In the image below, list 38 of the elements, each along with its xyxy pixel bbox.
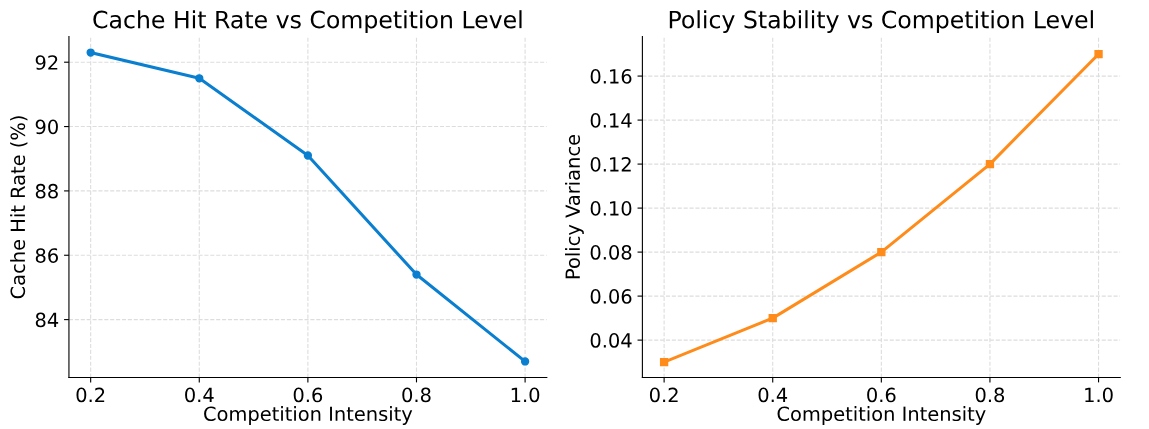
- x-tick-label: 0.8: [402, 387, 431, 403]
- point: [985, 159, 995, 169]
- point: [86, 48, 95, 57]
- y-tick-label: 92: [35, 55, 58, 70]
- y-tick-label: 0.06: [590, 289, 632, 304]
- y-axis-title: Policy Variance: [565, 134, 584, 279]
- x-tick-label: 0.2: [76, 387, 105, 403]
- y-tick-label: 90: [35, 119, 58, 135]
- point: [768, 313, 777, 323]
- y-tick-label: 0.16: [590, 69, 632, 84]
- y-tick-label: 86: [35, 248, 58, 263]
- y-tick-label: 0.10: [590, 201, 632, 216]
- point: [303, 151, 313, 160]
- x-tick-label: 0.2: [649, 387, 678, 403]
- point: [195, 74, 204, 83]
- y-tick-label: 0.14: [590, 113, 632, 128]
- x-tick-label: 1.0: [511, 387, 540, 403]
- x-tick-label: 0.6: [293, 387, 323, 403]
- chart-title: Policy Stability vs Competition Level: [669, 10, 1093, 34]
- x-tick-label: 1.0: [1085, 387, 1113, 403]
- point: [412, 270, 421, 279]
- y-tick-label: 0.08: [590, 245, 632, 260]
- point: [659, 357, 669, 367]
- y-tick-label: 88: [35, 183, 58, 199]
- point: [520, 357, 530, 366]
- y-tick-label: 0.04: [590, 333, 632, 348]
- x-tick-label: 0.4: [185, 387, 214, 403]
- chart-title: Cache Hit Rate vs Competition Level: [93, 10, 522, 34]
- x-tick-label: 0.4: [758, 387, 788, 403]
- y-axis-title: Cache Hit Rate (%): [10, 116, 28, 299]
- x-axis-title: Competition Intensity: [204, 406, 413, 425]
- point: [1094, 49, 1103, 59]
- point: [877, 247, 886, 257]
- x-axis-title: Competition Intensity: [777, 406, 986, 425]
- x-tick-label: 0.8: [975, 387, 1005, 403]
- x-tick-label: 0.6: [867, 387, 896, 403]
- y-tick-label: 0.12: [590, 157, 631, 172]
- y-tick-label: 84: [35, 312, 59, 328]
